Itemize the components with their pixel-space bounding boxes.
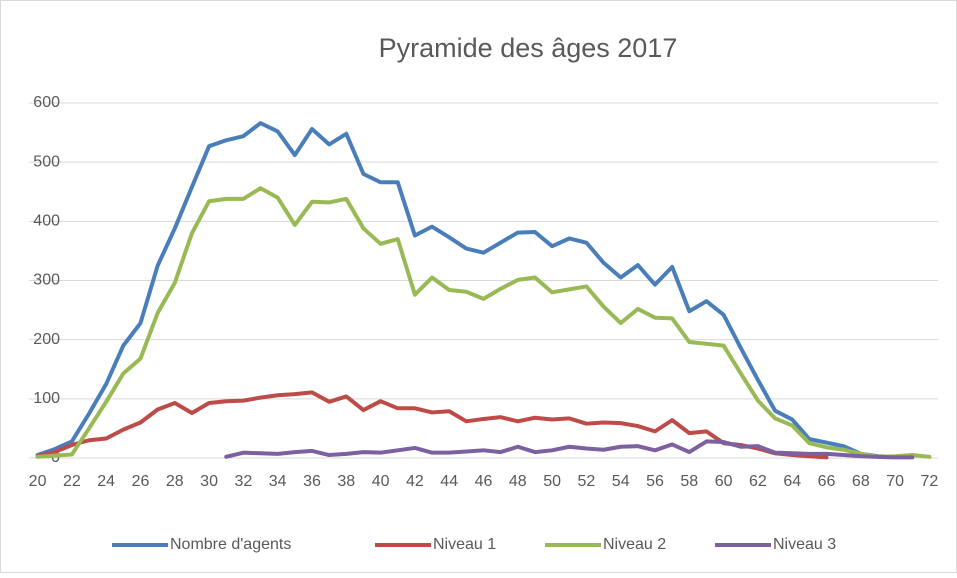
y-tick-label: 500 (33, 153, 60, 170)
x-tick-label: 22 (63, 473, 81, 490)
x-tick-label: 24 (97, 473, 115, 490)
x-tick-label: 36 (303, 473, 321, 490)
x-tick-label: 62 (749, 473, 767, 490)
x-tick-label: 30 (200, 473, 218, 490)
legend-label: Nombre d'agents (170, 536, 291, 553)
x-tick-label: 46 (475, 473, 493, 490)
series-line (35, 186, 932, 459)
x-tick-label: 28 (166, 473, 184, 490)
chart-title: Pyramide des âges 2017 (379, 33, 678, 63)
series-line (35, 121, 915, 459)
x-tick-label: 32 (234, 473, 252, 490)
x-tick-label: 72 (921, 473, 939, 490)
y-tick-label: 0 (51, 449, 60, 466)
x-tick-label: 50 (543, 473, 561, 490)
series-line (35, 390, 829, 460)
x-tick-label: 56 (646, 473, 664, 490)
x-tick-label: 66 (818, 473, 836, 490)
x-tick-label: 26 (132, 473, 150, 490)
x-tick-label: 40 (372, 473, 390, 490)
x-tick-label: 44 (440, 473, 458, 490)
x-tick-label: 58 (680, 473, 698, 490)
x-tick-label: 34 (269, 473, 287, 490)
x-tick-label: 38 (337, 473, 355, 490)
y-tick-label: 100 (33, 390, 60, 407)
x-tick-label: 70 (886, 473, 904, 490)
y-tick-label: 400 (33, 213, 60, 230)
x-tick-label: 54 (612, 473, 630, 490)
legend-label: Niveau 2 (603, 536, 666, 553)
x-tick-label: 52 (578, 473, 596, 490)
legend-label: Niveau 1 (433, 536, 496, 553)
series-line (224, 439, 915, 460)
x-tick-label: 60 (715, 473, 733, 490)
y-tick-label: 300 (33, 272, 60, 289)
x-tick-label: 68 (852, 473, 870, 490)
x-tick-label: 48 (509, 473, 527, 490)
y-tick-label: 200 (33, 331, 60, 348)
x-tick-label: 20 (29, 473, 47, 490)
x-tick-label: 42 (406, 473, 424, 490)
legend-label: Niveau 3 (773, 536, 836, 553)
x-tick-label: 64 (783, 473, 801, 490)
y-tick-label: 600 (33, 94, 60, 111)
